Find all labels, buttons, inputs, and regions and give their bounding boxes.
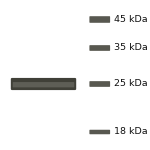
Text: 25 kDa: 25 kDa <box>114 80 148 88</box>
Text: 35 kDa: 35 kDa <box>114 44 148 52</box>
FancyBboxPatch shape <box>111 0 150 150</box>
FancyBboxPatch shape <box>89 45 110 51</box>
FancyBboxPatch shape <box>89 81 110 87</box>
FancyBboxPatch shape <box>11 78 76 90</box>
FancyBboxPatch shape <box>89 130 110 134</box>
FancyBboxPatch shape <box>89 16 110 23</box>
FancyBboxPatch shape <box>0 0 150 4</box>
Text: 18 kDa: 18 kDa <box>114 128 148 136</box>
FancyBboxPatch shape <box>13 82 74 87</box>
Text: 45 kDa: 45 kDa <box>114 15 148 24</box>
